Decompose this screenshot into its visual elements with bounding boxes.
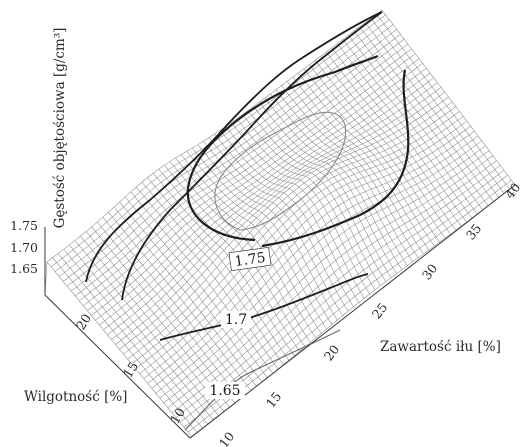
mesh-line [62, 29, 397, 282]
mesh-line [325, 51, 462, 227]
mesh-line [111, 87, 442, 340]
mesh-line [83, 53, 416, 306]
surface-mesh [44, 9, 516, 439]
mesh-line [99, 72, 431, 326]
mesh-line [348, 35, 483, 210]
x-tick-label: 30 [419, 261, 441, 283]
mesh-line [147, 130, 475, 384]
y-axis-line [44, 294, 191, 439]
x-tick-label: 35 [463, 221, 485, 243]
z-axis-title: Gęstość objętościowa [g/cm³] [52, 28, 68, 229]
contour-line-inner [214, 111, 347, 231]
y-tick-label: 15 [120, 359, 141, 380]
mesh-line [80, 235, 225, 412]
mesh-line [79, 48, 412, 302]
mesh-line [175, 165, 501, 418]
mesh-line [152, 173, 295, 356]
mesh-line [124, 196, 268, 378]
mesh-line [123, 101, 453, 355]
x-tick-label: 25 [369, 300, 391, 322]
mesh-line [91, 63, 423, 316]
mesh-line [186, 151, 327, 330]
mesh-line [179, 169, 505, 423]
x-axis-title: Zawartość iłu [%] [380, 339, 501, 355]
contour-line-ridge-b [121, 11, 383, 301]
mesh-line [130, 191, 274, 374]
contour-label-1-7: 1.7 [221, 311, 251, 328]
svg-text:1.75: 1.75 [234, 250, 267, 270]
y-axis-title: Wilgotność [%] [24, 389, 127, 405]
contour-label-1-65: 1.65 [205, 382, 245, 399]
mesh-line [71, 38, 405, 292]
mesh-line [159, 145, 486, 399]
x-tick-label: 15 [263, 389, 285, 411]
z-tick-label: 1.70 [10, 240, 38, 255]
mesh-line [127, 106, 457, 360]
mesh-line [95, 67, 427, 321]
x-tick-label: 20 [321, 342, 343, 364]
mesh-line [135, 116, 464, 370]
mesh-line [163, 150, 490, 404]
mesh-line [337, 43, 473, 219]
contour-line-1-7 [159, 273, 369, 341]
mesh-line [143, 125, 471, 379]
mesh-line [115, 91, 445, 345]
z-tick-label: 1.75 [10, 218, 38, 233]
mesh-line [107, 82, 438, 336]
mesh-line [167, 155, 493, 409]
mesh-line [50, 14, 386, 268]
surface-side-edge [44, 261, 193, 439]
mesh-line [75, 43, 409, 297]
mesh-line [180, 154, 322, 334]
contour-line-1-75-b [261, 69, 410, 248]
mesh-line [46, 9, 383, 263]
mesh-line [66, 34, 401, 287]
mesh-line [87, 58, 420, 311]
svg-text:1.7: 1.7 [225, 312, 247, 328]
mesh-line [58, 24, 394, 277]
contour-label-1-75: 1.75 [228, 246, 272, 272]
contour-line-1-75 [186, 54, 379, 242]
mesh-line [155, 140, 482, 394]
mesh-line [54, 19, 390, 272]
mesh-line [376, 14, 510, 190]
mesh-line [175, 157, 317, 339]
y-tick-label: 20 [73, 311, 94, 332]
contour-line-ridge-a [85, 11, 383, 283]
mesh-line [381, 9, 516, 186]
mesh-line [359, 26, 494, 202]
mesh-line [103, 77, 434, 331]
mesh-line [171, 160, 497, 413]
x-tick-label: 10 [216, 429, 238, 447]
mesh-line [119, 96, 449, 350]
y-tick-label: 10 [167, 405, 188, 426]
svg-text:1.65: 1.65 [209, 383, 240, 399]
z-tick-label: 1.65 [10, 261, 38, 276]
contour-lines [85, 11, 410, 431]
contour-line-1-65 [184, 329, 341, 431]
mesh-line [365, 22, 500, 198]
mesh-line [139, 120, 468, 374]
